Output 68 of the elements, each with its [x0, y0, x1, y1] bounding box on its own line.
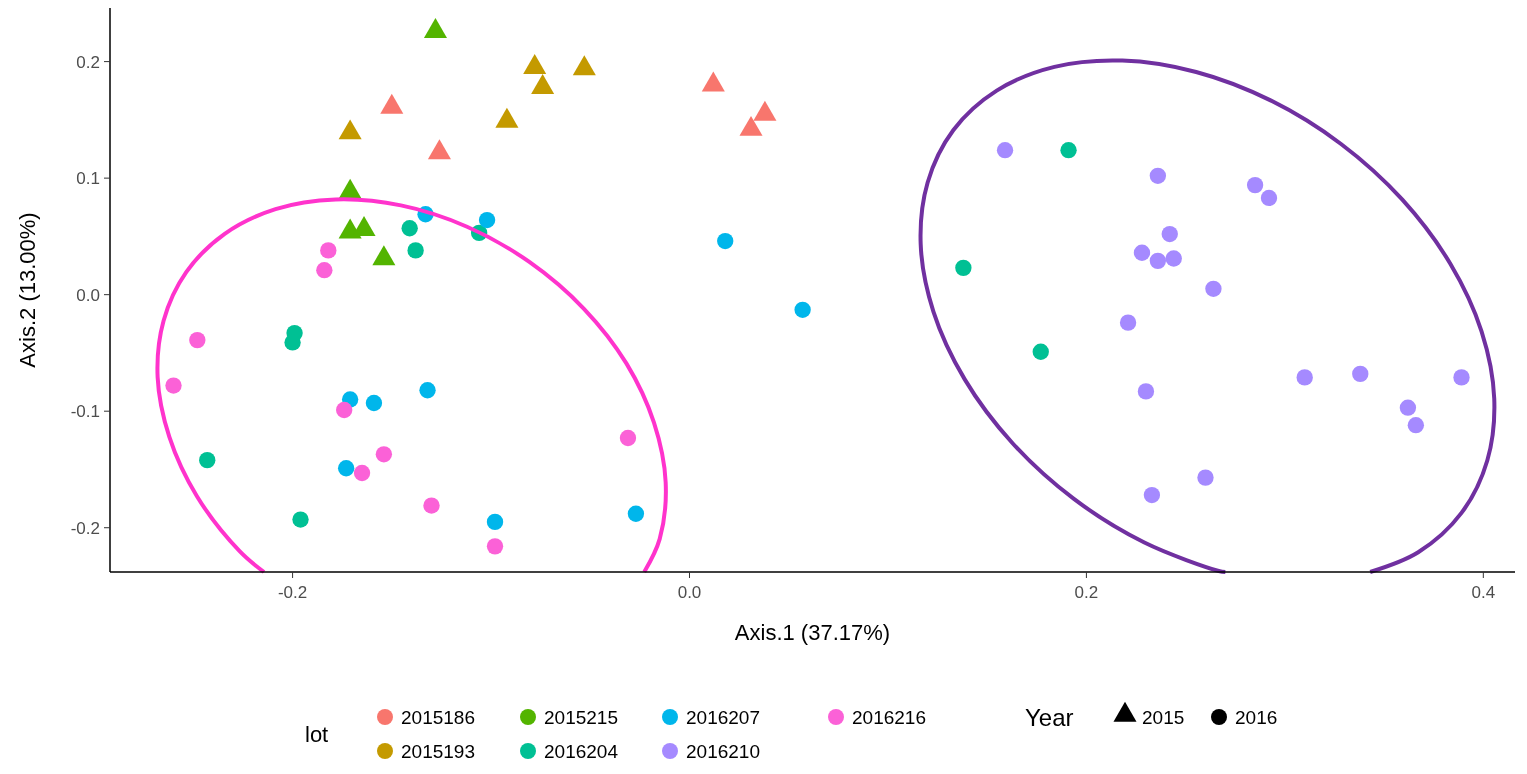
point [955, 259, 972, 277]
line-series [918, 58, 1497, 574]
y-tick-label: -0.1 [70, 402, 100, 422]
legend-label: 2015186 [401, 707, 475, 728]
point [1161, 225, 1178, 243]
legend-label: 2016207 [686, 707, 760, 728]
point [284, 334, 301, 351]
text: 2015 [1142, 707, 1185, 728]
point [336, 401, 353, 419]
x-tick-label: 0.2 [1074, 583, 1099, 602]
point [1032, 343, 1049, 360]
y-axis-title: Axis.2 (13.00%) [15, 212, 40, 368]
x-tick-label: 0.0 [677, 583, 702, 602]
point [1197, 469, 1214, 486]
point [1060, 142, 1077, 159]
point [165, 377, 182, 394]
point [1246, 176, 1264, 194]
point [794, 301, 811, 318]
point [486, 538, 504, 555]
point [1205, 280, 1222, 297]
y-tick-label: -0.2 [70, 518, 100, 538]
point [365, 394, 383, 412]
point [1137, 383, 1155, 400]
point [320, 242, 337, 259]
point [375, 446, 393, 463]
point [1407, 417, 1425, 434]
point [407, 242, 424, 259]
point [292, 511, 309, 528]
point [316, 262, 333, 279]
legend-label: 2015193 [401, 741, 475, 762]
point [1143, 486, 1161, 504]
legend-title: lot [305, 722, 329, 747]
point [1260, 189, 1278, 207]
line-series [155, 197, 668, 574]
point [1119, 314, 1137, 331]
point [1165, 250, 1182, 267]
point [1149, 252, 1167, 270]
x-axis-title: Axis.1 (37.17%) [734, 620, 891, 645]
point [717, 232, 734, 250]
point [619, 429, 637, 447]
point [401, 220, 418, 237]
x-tick-label: -0.2 [277, 583, 308, 602]
legend-label: 2015215 [544, 707, 618, 728]
point [996, 142, 1014, 159]
legend-label: 2016204 [544, 741, 619, 762]
y-tick-label: 0.0 [76, 285, 100, 305]
point [627, 505, 645, 522]
point [1149, 167, 1167, 184]
text: Year [1025, 704, 1074, 731]
point [478, 211, 496, 229]
x-tick-label: 0.4 [1471, 583, 1496, 602]
text: 2016 [1235, 707, 1278, 728]
point [1453, 369, 1470, 386]
legend-label: 2016210 [686, 741, 760, 762]
point [337, 460, 355, 477]
point [1296, 369, 1313, 386]
legend-label: 2016216 [852, 707, 926, 728]
point [419, 382, 436, 399]
point [189, 331, 206, 349]
y-tick-label: 0.2 [76, 52, 100, 72]
point [423, 497, 440, 514]
point [1133, 244, 1151, 261]
point [1399, 399, 1417, 416]
point [486, 513, 504, 531]
point [353, 464, 371, 482]
point [1352, 365, 1369, 383]
point [199, 451, 216, 469]
y-tick-label: 0.1 [76, 169, 100, 189]
